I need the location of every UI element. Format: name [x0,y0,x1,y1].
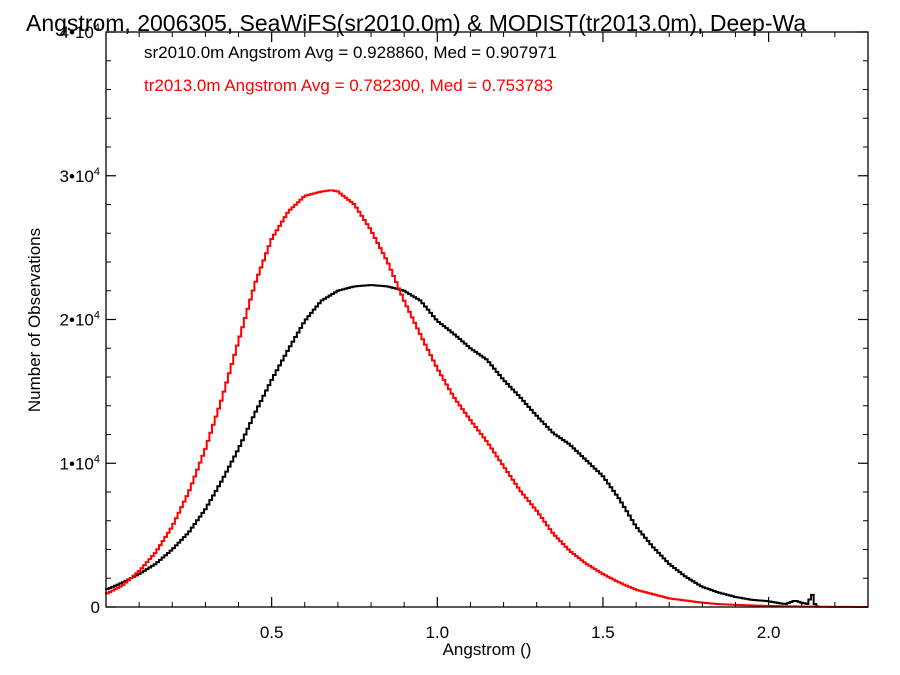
y-tick-label: 0 [91,598,100,617]
x-axis-label: Angstrom () [443,640,532,659]
annotation-tr2013: tr2013.0m Angstrom Avg = 0.782300, Med =… [144,76,553,95]
series-line-2 [105,189,868,608]
y-tick-label: 3•104 [60,166,100,186]
plot-frame [105,31,869,608]
y-tick-label: 1•104 [60,453,100,473]
series-line-1 [105,284,820,608]
series-layer [105,189,868,608]
y-tick-label: 4•104 [60,22,100,42]
x-tick-label: 1.0 [425,623,449,642]
tick-layer: 0.5 1.0 1.5 2.0 0 1•104 2•104 3•104 4•104 [60,22,868,642]
y-axis-label: Number of Observations [25,228,44,412]
annotation-sr2010: sr2010.0m Angstrom Avg = 0.928860, Med =… [144,43,557,62]
x-tick-label: 0.5 [260,623,284,642]
y-tick-label: 2•104 [60,310,100,330]
x-tick-label: 1.5 [591,623,615,642]
x-tick-label: 2.0 [757,623,781,642]
